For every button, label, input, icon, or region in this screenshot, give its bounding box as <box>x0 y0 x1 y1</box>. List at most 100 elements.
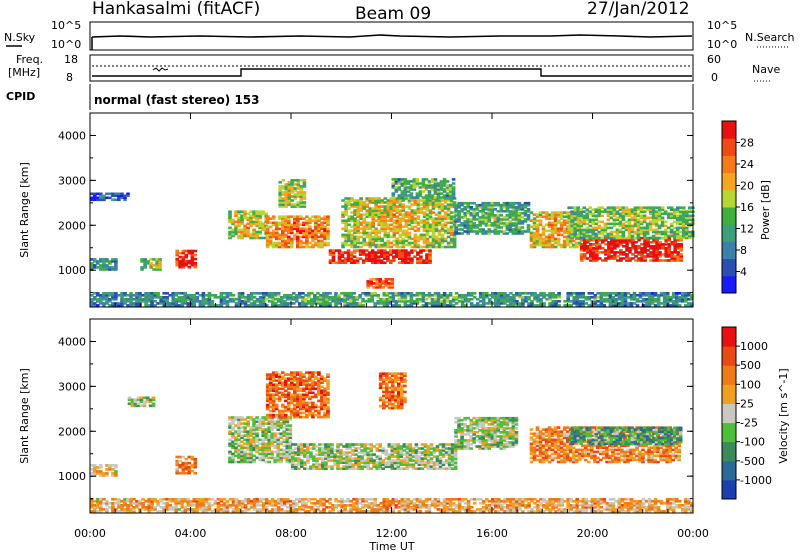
power-cell <box>392 221 397 225</box>
power-cell <box>442 194 447 197</box>
power-cell <box>397 196 402 199</box>
power-cell <box>436 194 441 197</box>
power-cell <box>633 210 638 213</box>
power-cell <box>607 241 611 244</box>
power-cell <box>642 234 647 238</box>
power-cell <box>421 190 426 193</box>
power-cell <box>349 298 353 301</box>
power-cell <box>287 245 291 249</box>
nsearch-label: N.Search <box>745 31 795 44</box>
power-cell <box>207 304 212 307</box>
power-colorbar-swatch <box>722 241 736 260</box>
power-cell <box>437 233 442 237</box>
power-cell <box>326 233 330 237</box>
power-cell <box>434 225 439 229</box>
power-cell <box>337 251 342 254</box>
power-cell <box>643 236 647 240</box>
power-cell <box>478 294 483 297</box>
power-cell <box>383 231 388 235</box>
power-cell <box>277 243 282 247</box>
velocity-cell <box>317 393 321 397</box>
power-cell <box>553 211 558 214</box>
power-cell <box>511 232 516 235</box>
power-cell <box>613 257 617 260</box>
power-cell <box>633 206 638 209</box>
power-cell <box>353 199 357 202</box>
power-cell <box>290 241 294 245</box>
power-cell <box>421 300 426 303</box>
power-cell <box>341 215 345 218</box>
power-cell <box>296 225 300 229</box>
power-cell <box>287 197 292 200</box>
power-cell <box>610 257 614 260</box>
velocity-cell <box>271 371 276 374</box>
power-cell <box>576 214 580 218</box>
power-cell <box>395 211 400 214</box>
power-cell <box>463 298 468 301</box>
power-cell <box>120 296 124 299</box>
power-cell <box>231 218 235 222</box>
nave-label: Nave <box>752 63 780 76</box>
power-cell <box>648 220 653 224</box>
power-cell <box>337 259 342 262</box>
power-cell <box>460 203 464 207</box>
power-cell <box>617 298 622 301</box>
power-cell <box>427 182 432 185</box>
power-cell <box>302 229 306 233</box>
power-cell <box>395 207 400 210</box>
power-cell <box>620 294 625 297</box>
power-cell <box>591 232 596 236</box>
power-cell <box>353 235 357 239</box>
velocity-cell <box>285 432 290 435</box>
power-cell <box>418 294 423 297</box>
power-cell <box>325 296 329 299</box>
power-cell <box>193 265 198 269</box>
velocity-cell <box>265 405 270 409</box>
power-cell <box>662 298 667 301</box>
power-cell <box>383 245 388 249</box>
power-cell <box>281 197 286 200</box>
power-cell <box>481 292 486 295</box>
power-cell <box>377 221 381 225</box>
power-cell <box>478 296 483 299</box>
power-cell <box>431 241 436 245</box>
velocity-cell <box>273 460 277 464</box>
power-cell <box>397 180 402 183</box>
velocity-cell <box>299 401 303 405</box>
power-cell <box>415 178 420 181</box>
velocity-cell <box>114 464 118 467</box>
power-cell <box>442 296 447 299</box>
velocity-cell <box>228 452 232 456</box>
power-cell <box>362 241 366 245</box>
power-cell <box>296 195 301 198</box>
power-cell <box>375 280 379 283</box>
power-cell <box>305 227 309 231</box>
power-cell <box>302 227 306 231</box>
power-cell <box>143 258 147 261</box>
power-cell <box>228 236 232 240</box>
power-cell <box>487 216 492 219</box>
power-cell <box>418 192 423 195</box>
power-cell <box>666 216 671 220</box>
velocity-cell <box>305 395 309 399</box>
velocity-cell <box>252 440 256 444</box>
power-cell <box>365 223 369 227</box>
power-cell <box>509 292 513 295</box>
power-cell <box>377 207 381 210</box>
power-cell <box>183 302 188 305</box>
power-cell <box>591 208 596 211</box>
power-cell <box>181 249 186 253</box>
power-cell <box>404 243 409 247</box>
power-cell <box>350 217 354 220</box>
power-cell <box>618 208 623 211</box>
power-cell <box>448 190 453 193</box>
power-cell <box>508 220 513 223</box>
power-cell <box>490 208 495 211</box>
power-cell <box>503 292 507 295</box>
velocity-cell <box>136 398 141 402</box>
velocity-cell <box>145 398 150 402</box>
power-cell <box>502 218 507 221</box>
power-cell <box>493 220 498 223</box>
power-cell <box>377 215 381 218</box>
power-cell <box>422 249 426 252</box>
